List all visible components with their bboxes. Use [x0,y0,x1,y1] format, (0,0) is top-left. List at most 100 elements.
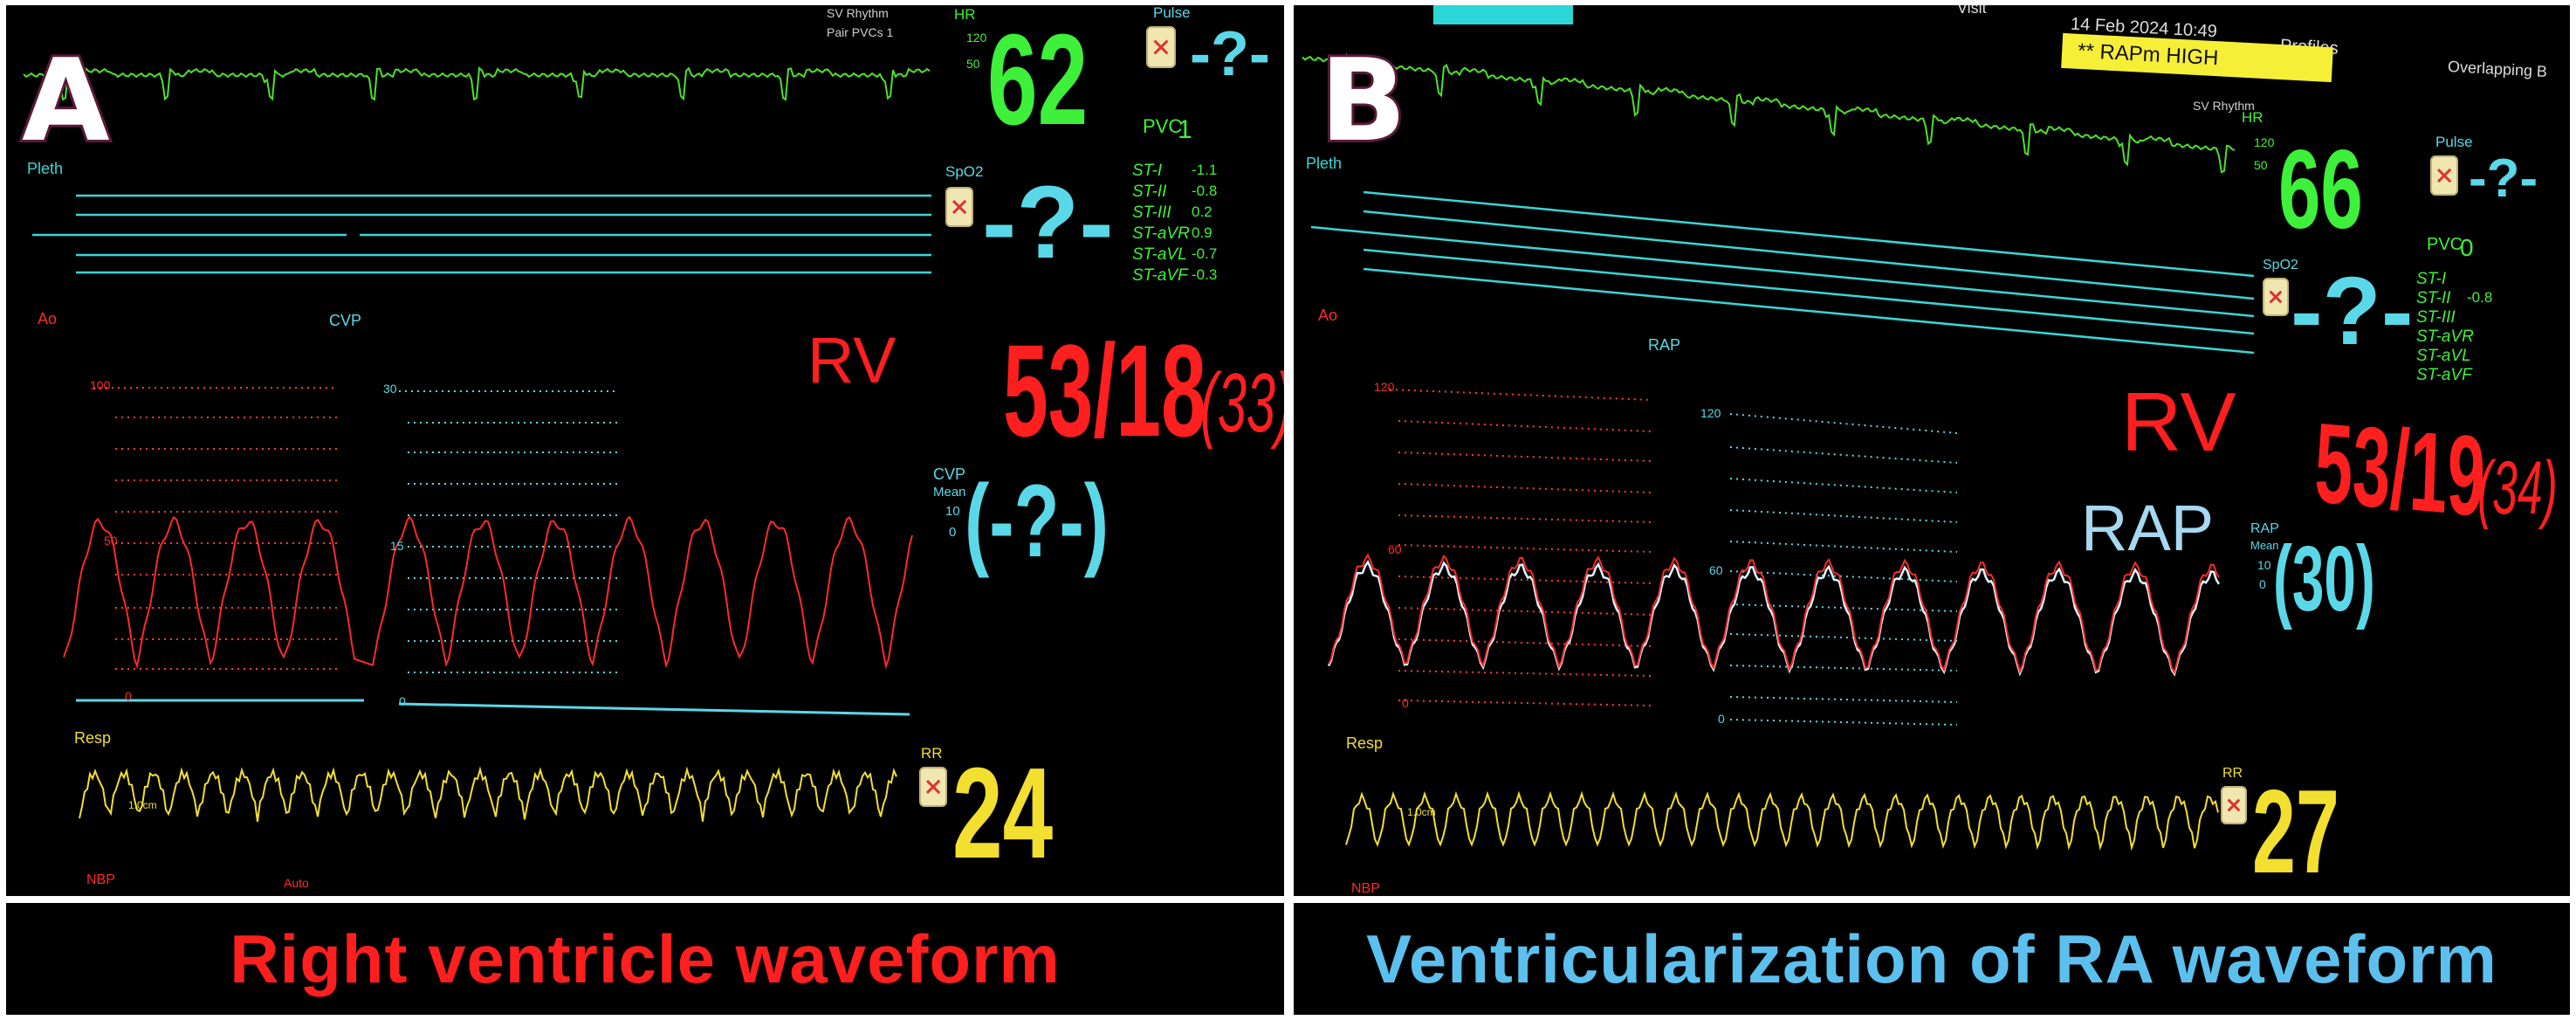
rr-label: RR [2222,766,2243,781]
pulse-alarm-off-icon [1146,26,1176,68]
cvp-grid [399,390,617,673]
st-label: ST-I [1132,162,1163,180]
scale-art-mid: 50 [104,534,118,548]
panel-a: A SV Rhythm Pair PVCs 1 HR 120 50 62 Pul… [6,5,1284,896]
scale-rap-high: 120 [1700,406,1721,420]
pvc-value: 1 [1178,115,1192,144]
resp-label: Resp [1346,734,1384,752]
pvc-value: 0 [2460,234,2474,261]
rap-value: (30) [2273,527,2375,631]
hr-limit-high: 120 [2254,135,2275,149]
ecg-trace [1302,52,2236,174]
cvp-value: (-?-) [965,464,1109,579]
caption-a: Right ventricle waveform [6,903,1284,1015]
scale-art-high: 120 [1374,380,1395,394]
hr-limit-low: 50 [2254,158,2268,172]
st-label: ST-aVL [2416,347,2471,365]
pressure-value: 53/18 [1003,317,1206,464]
cvp-limit-high: 10 [945,504,960,519]
scale-cvp-mid: 15 [390,539,404,553]
nbp-label: NBP [86,872,115,887]
scale-art-mid: 60 [1388,542,1402,556]
pvc-label: PVC [1143,115,1183,137]
caption-a-text: Right ventricle waveform [230,920,1061,997]
st-label: ST-aVF [1132,266,1188,285]
spo2-label: SpO2 [2263,258,2298,272]
scale-art-low: 0 [125,689,132,703]
ao-label: Ao [38,310,58,327]
st-label: ST-aVR [1132,224,1190,243]
spo2-alarm-off-icon [945,187,973,227]
panel-a-waveforms [23,65,931,823]
pleth-label: Pleth [1306,155,1343,172]
st-label: ST-II [1132,183,1167,201]
st-label: ST-I [2416,270,2447,288]
hr-limit-low: 50 [966,57,980,71]
st-label: ST-aVR [2416,327,2474,346]
resp-marker: 1.0cm [1407,806,1436,818]
caption-b-text: Ventricularization of RA waveform [1366,920,2497,997]
art-grid [93,387,338,670]
hr-value: 62 [987,8,1089,152]
alarm-text: ** RAPm HIGH [2077,38,2220,71]
spo2-value: -?- [2291,258,2414,365]
st-value: 0.9 [1192,224,1212,241]
scale-rap-low: 0 [1718,712,1725,726]
rv-annotation: RV [807,324,896,396]
st-value: 0.2 [1192,203,1212,220]
panel-b-waveforms [1302,5,2255,851]
header-user: Visit [1957,5,1987,17]
rv-pressure-trace [1328,553,2220,675]
nbp-label: NBP [1351,881,1380,896]
cvp-block-sub: Mean [933,485,966,500]
st-label: ST-III [2416,308,2456,327]
resp-marker: 1.0cm [128,799,157,811]
rap-annotation: RAP [2081,492,2215,564]
rv-annotation: RV [2121,376,2236,469]
scale-art-low: 0 [1402,696,1409,710]
st-value: -0.7 [1192,245,1218,262]
scale-rap-mid: 60 [1709,563,1723,577]
pvc-label: PVC [2427,235,2463,254]
hr-value: 66 [2278,128,2363,252]
hr-label: HR [954,6,976,23]
rr-alarm-off-icon [919,767,947,807]
pressure-mean: (33) [1200,356,1284,450]
rhythm-label: SV Rhythm [2193,99,2255,113]
panel-letter: A [19,34,113,167]
pulse-value: -?- [2469,148,2538,209]
st-value: -1.1 [1192,162,1218,178]
rv-pressure-trace [63,515,913,670]
scale-cvp-low: 0 [399,694,406,708]
rhythm-label: SV Rhythm [827,6,889,20]
st-label: ST-aVF [2416,366,2472,384]
resp-trace [1345,790,2219,851]
resp-label: Resp [74,729,112,747]
rhythm-label: Pair PVCs 1 [827,25,894,39]
spo2-alarm-off-icon [2263,278,2289,316]
cvp-wave-label: CVP [329,312,362,329]
spo2-value: -?- [982,165,1114,280]
ao-label: Ao [1318,307,1338,324]
caption-b: Ventricularization of RA waveform [1294,903,2570,1015]
resp-trace [79,766,897,823]
cvp-block-label: CVP [933,465,966,483]
hr-limit-high: 120 [966,31,987,45]
pulse-label: Pulse [1153,5,1191,21]
rap-grid [1729,413,1958,726]
rr-alarm-off-icon [2221,786,2247,824]
panel-b: B Visit 14 Feb 2024 10:49 Profiles Overl… [1294,5,2570,896]
rr-value: 27 [2252,765,2339,896]
pleth-lines [32,194,931,274]
st-label: ST-III [1132,203,1171,222]
pressure-value: 53/19 [2312,398,2488,541]
pulse-label: Pulse [2435,134,2473,150]
rap-block-sub: Mean [2250,539,2279,552]
rr-label: RR [921,745,943,762]
panel-letter: B [1317,34,1409,167]
scale-cvp-high: 30 [383,382,397,396]
st-label: ST-II [2416,289,2451,307]
st-value: -0.3 [1192,266,1218,283]
scale-art-high: 100 [90,378,111,392]
art-grid [1389,389,1652,706]
